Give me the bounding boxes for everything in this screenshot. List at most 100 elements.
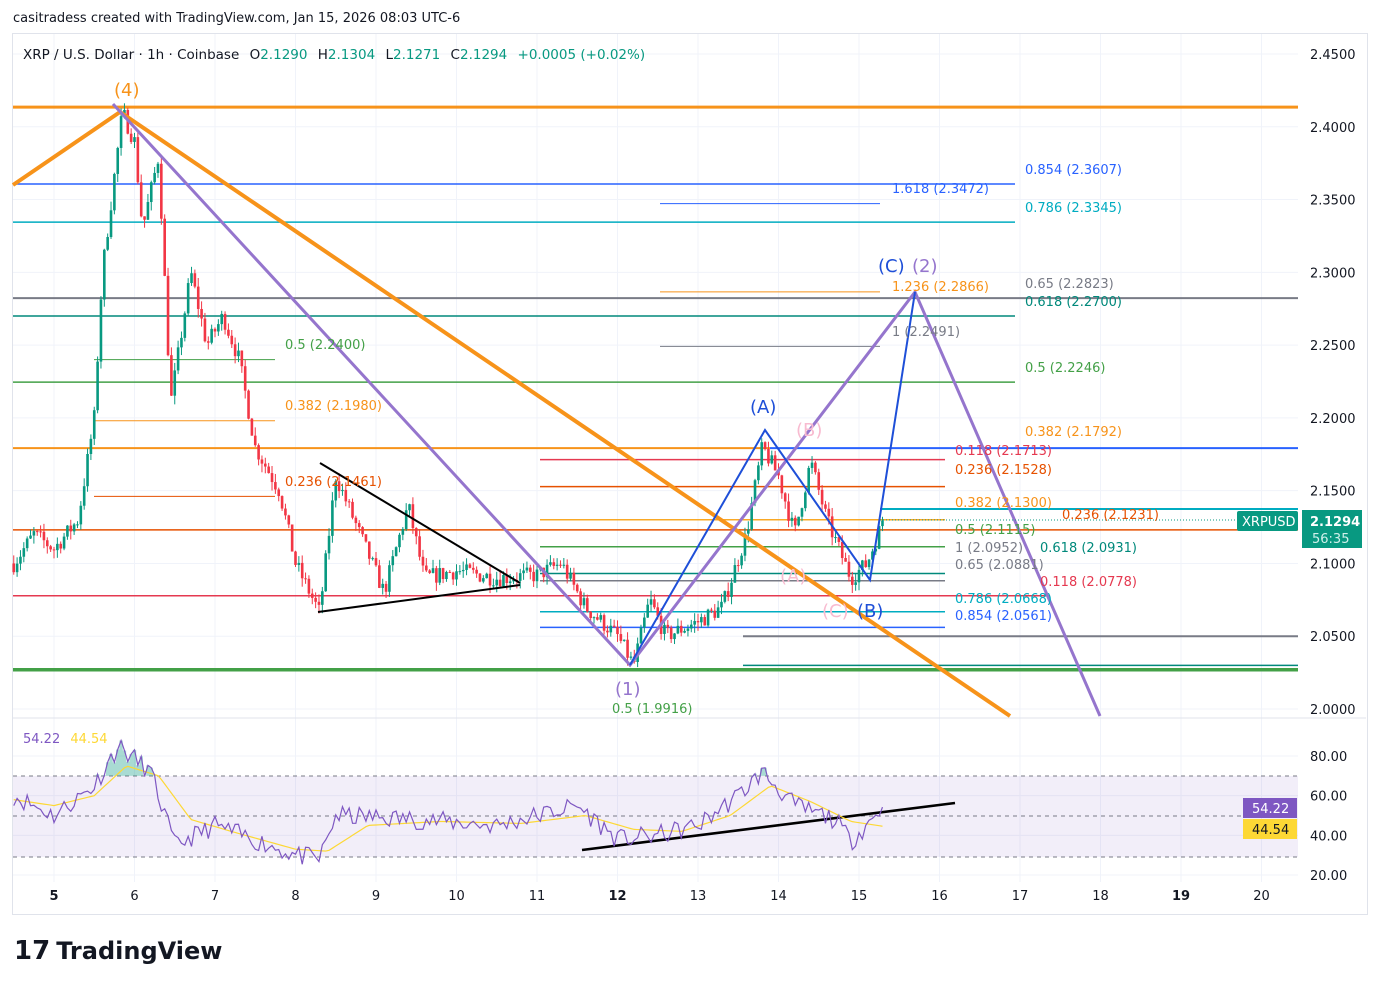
candle-body xyxy=(656,607,660,616)
drawings[interactable] xyxy=(11,102,1298,852)
candle-body xyxy=(401,528,405,535)
candle-body xyxy=(549,562,552,565)
candle-body xyxy=(160,163,163,219)
low-value: 2.1271 xyxy=(393,47,440,63)
candle-body xyxy=(817,472,821,490)
candle-body xyxy=(139,182,143,217)
candle-body xyxy=(783,493,787,502)
candle-body xyxy=(270,473,274,483)
candle-body xyxy=(170,355,173,396)
candle-body xyxy=(89,438,93,455)
blue-abc-path[interactable] xyxy=(629,291,916,666)
candle-body xyxy=(871,551,874,560)
candle-body xyxy=(468,564,472,568)
candle-body xyxy=(639,627,643,644)
candle-body xyxy=(277,489,281,497)
candle-body xyxy=(32,531,36,536)
candle-body xyxy=(79,505,83,525)
candle-body xyxy=(414,528,418,537)
price-tag-value: 2.1294 xyxy=(1310,515,1360,530)
price-axis[interactable]: 2.4500 2.4000 2.3500 2.3000 2.2500 2.2000 2.15… xyxy=(1310,48,1356,718)
time-tick: 11 xyxy=(529,889,546,904)
candle-body xyxy=(861,560,864,570)
candle-body xyxy=(19,556,22,564)
candle-body xyxy=(267,466,270,474)
candle-body xyxy=(327,535,331,554)
price-tick: 2.3500 xyxy=(1310,194,1356,209)
candle-body xyxy=(840,541,844,558)
candle-body xyxy=(629,656,633,658)
candle-body xyxy=(757,465,760,481)
triangle-upper-line[interactable] xyxy=(319,462,521,584)
candle-body xyxy=(304,578,307,580)
candle-body xyxy=(163,218,166,276)
candle-body xyxy=(743,533,747,556)
low-label: L xyxy=(385,47,393,63)
candle-body xyxy=(847,561,851,577)
candle-body xyxy=(86,454,89,487)
candle-body xyxy=(445,571,448,580)
price-tick: 2.3000 xyxy=(1310,266,1356,281)
candle-body xyxy=(431,568,435,573)
candle-body xyxy=(321,591,324,605)
triangle-lower-line[interactable] xyxy=(317,584,521,613)
rsi-axis[interactable]: 80.00 60.00 40.00 20.00 xyxy=(1310,750,1347,884)
time-axis[interactable]: 5 6 7 8 9 10 11 12 13 14 15 16 17 18 19 20 xyxy=(49,889,1269,904)
candle-body xyxy=(626,639,629,658)
candle-body xyxy=(471,567,475,570)
candle-body xyxy=(807,467,810,493)
candle-body xyxy=(770,455,774,464)
candle-body xyxy=(388,565,391,592)
candle-body xyxy=(569,572,572,579)
time-tick: 10 xyxy=(448,889,465,904)
candle-body xyxy=(180,337,183,348)
candle-body xyxy=(274,482,277,490)
candle-body xyxy=(257,445,260,460)
candle-body xyxy=(106,237,109,250)
candle-body xyxy=(502,575,505,587)
time-tick: 7 xyxy=(211,889,219,904)
candle-body xyxy=(435,568,438,583)
candle-body xyxy=(203,318,207,342)
purple-wave-path[interactable] xyxy=(111,102,1102,717)
candle-body xyxy=(683,630,686,633)
candle-body xyxy=(357,523,361,528)
candle-body xyxy=(669,627,673,640)
candle-body xyxy=(347,501,351,503)
candle-body xyxy=(173,370,177,396)
candle-body xyxy=(381,583,385,588)
candle-body xyxy=(482,578,485,582)
candle-body xyxy=(730,582,733,597)
candle-body xyxy=(42,531,46,541)
candle-body xyxy=(149,182,153,203)
fib-levels xyxy=(13,105,1298,672)
symbol-name: XRP / U.S. Dollar · 1h · Coinbase xyxy=(23,47,239,63)
rsi-overbought-fill xyxy=(95,740,767,776)
rsi-trendline[interactable] xyxy=(581,801,956,852)
fib-label: 0.618 (2.2700) xyxy=(1025,295,1122,310)
candle-body xyxy=(280,496,284,509)
candle-body xyxy=(166,275,170,356)
candle-body xyxy=(29,535,32,539)
candle-body xyxy=(844,557,847,562)
candle-body xyxy=(300,562,304,579)
candle-body xyxy=(495,579,499,586)
price-tick: 2.4000 xyxy=(1310,121,1356,136)
candle-body xyxy=(25,538,29,549)
candle-body xyxy=(96,361,99,411)
candle-body xyxy=(156,163,160,173)
candle-body xyxy=(686,628,690,631)
rsi-tick: 20.00 xyxy=(1310,869,1347,884)
candle-body xyxy=(596,617,599,620)
candle-body xyxy=(867,559,871,568)
candle-body xyxy=(646,604,649,618)
candle-body xyxy=(264,463,267,467)
candle-body xyxy=(465,564,468,570)
close-value: 2.1294 xyxy=(460,47,507,63)
tradingview-logo[interactable]: 𝟭𝟳 TradingView xyxy=(14,936,222,966)
rsi-tag-value: 54.22 xyxy=(1252,802,1289,817)
fib-label: 0.5 (2.2246) xyxy=(1025,361,1105,376)
rsi-tick: 40.00 xyxy=(1310,829,1347,844)
candle-body xyxy=(545,564,549,578)
